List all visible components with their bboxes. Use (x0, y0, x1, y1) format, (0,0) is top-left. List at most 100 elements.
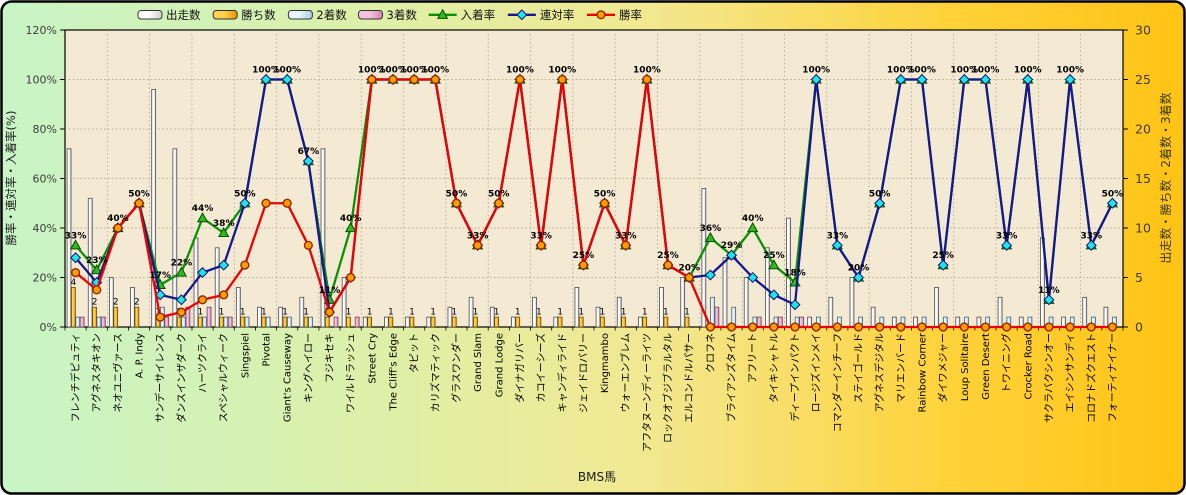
marker-triangle (436, 8, 449, 19)
marker-circle (261, 198, 271, 208)
bar-wins (219, 316, 224, 328)
point-label: 67% (298, 147, 320, 157)
marker-diamond (70, 252, 82, 264)
marker-triangle (747, 221, 759, 233)
legend-item-place-rate: 入着率 (428, 8, 495, 22)
bar-wins (198, 316, 203, 328)
point-label: 100% (548, 66, 576, 76)
x-label: フォーティナイナー (1107, 333, 1119, 422)
point-label: 11% (1038, 286, 1060, 296)
x-label: ダイナガリバー (513, 333, 526, 403)
point-label: 40% (107, 214, 129, 224)
marker-triangle (91, 264, 103, 275)
bar-value-label: 1 (346, 308, 352, 318)
point-label: 20% (678, 264, 700, 274)
bar-wins (176, 316, 182, 328)
bar-value-label: 1 (600, 308, 606, 318)
x-label: エイシンサンディ (1064, 333, 1077, 412)
bar-third (778, 316, 783, 328)
x-label: ダイワメジャー (937, 333, 950, 403)
bar-wins (473, 316, 478, 328)
point-label: 38% (213, 219, 235, 229)
legend-item-wins: 勝ち数 (212, 8, 276, 22)
bar-value-label: 1 (536, 308, 542, 318)
point-label: 50% (594, 189, 616, 199)
bar-starts (362, 316, 368, 328)
bars-third (79, 306, 804, 328)
x-label: タピット (409, 333, 421, 373)
bar-starts (151, 89, 157, 328)
marker-circle (92, 285, 102, 295)
bar-wins (92, 306, 97, 328)
marker-circle (219, 290, 229, 300)
point-label: 36% (700, 224, 722, 234)
bar-wins (642, 316, 648, 328)
marker-diamond (916, 73, 928, 86)
bar-wins (409, 316, 415, 328)
x-label: サクラバクシンオー (1043, 333, 1055, 423)
marker-circle (494, 198, 504, 208)
bar-value-label: 1 (219, 308, 225, 318)
marker-diamond (1022, 73, 1034, 86)
point-label: 33% (467, 231, 489, 241)
x-label: ロージズインメイ (810, 333, 823, 413)
bar-starts (891, 316, 897, 328)
point-label: 50% (446, 189, 468, 199)
point-label: 33% (65, 231, 87, 241)
x-label: ダンスインザダーク (175, 333, 188, 423)
marker-diamond (747, 271, 759, 284)
bar-starts (638, 316, 643, 328)
marker-triangle (768, 259, 780, 270)
bar-starts (447, 306, 453, 328)
bar-value-label: 1 (303, 308, 309, 318)
legend-label: 出走数 (166, 8, 201, 22)
bar-second (244, 316, 250, 328)
marker-circle (917, 322, 927, 332)
legend-item-quinella-rate: 連対率 (507, 8, 574, 22)
marker-circle (596, 10, 606, 20)
bar-starts (913, 316, 918, 328)
right-tick-label: 10 (1135, 221, 1151, 236)
bar-starts (257, 306, 262, 328)
bar-starts (320, 148, 326, 328)
marker-circle (832, 322, 842, 332)
bar-starts (934, 286, 939, 328)
legend: 出走数 勝ち数 2着数 3着数 入着率 連対率 勝率 (137, 8, 642, 22)
bar-wins (261, 316, 267, 328)
marker-circle (1002, 322, 1012, 332)
bar-wins (684, 316, 690, 328)
marker-diamond (937, 259, 949, 271)
x-label: ワイルドラッシュ (345, 333, 357, 413)
x-label: フレンチデピュティ (69, 333, 82, 422)
bar-third (714, 306, 720, 328)
legend-label: 3着数 (387, 8, 418, 22)
marker-diamond (260, 73, 272, 86)
bar-starts (468, 296, 474, 328)
marker-circle (578, 260, 589, 270)
chart-generated-content: 0%20%40%60%80%100%120%051015202530フレンチデピ… (26, 8, 1151, 452)
point-label: 100% (802, 66, 830, 76)
point-label: 20% (848, 264, 870, 274)
point-labels: 33%23%40%50%17%22%44%38%50%100%100%67%11… (65, 66, 1123, 296)
bar-starts (659, 286, 664, 328)
bar-starts (701, 187, 707, 328)
bar-starts (532, 296, 537, 328)
bar-value-label: 2 (134, 298, 140, 308)
marker-diamond (831, 239, 843, 251)
bar-value-labels: 422211111111111111111111111111 (71, 278, 690, 318)
marker-circle (1086, 322, 1096, 332)
x-label: ディープインパクト (789, 333, 802, 422)
marker-triangle (218, 226, 230, 238)
marker-circle (684, 272, 694, 283)
marker-circle (515, 74, 525, 85)
bar-value-label: 1 (367, 308, 373, 318)
bar-starts (870, 306, 876, 328)
bar-third (227, 316, 233, 328)
bar-wins (282, 316, 288, 328)
marker-diamond (197, 267, 209, 279)
marker-diamond (281, 73, 293, 86)
marker-circle (769, 322, 779, 332)
left-tick-label: 40% (33, 222, 57, 235)
bar-value-label: 1 (388, 308, 394, 318)
bar-value-label: 1 (430, 308, 436, 318)
